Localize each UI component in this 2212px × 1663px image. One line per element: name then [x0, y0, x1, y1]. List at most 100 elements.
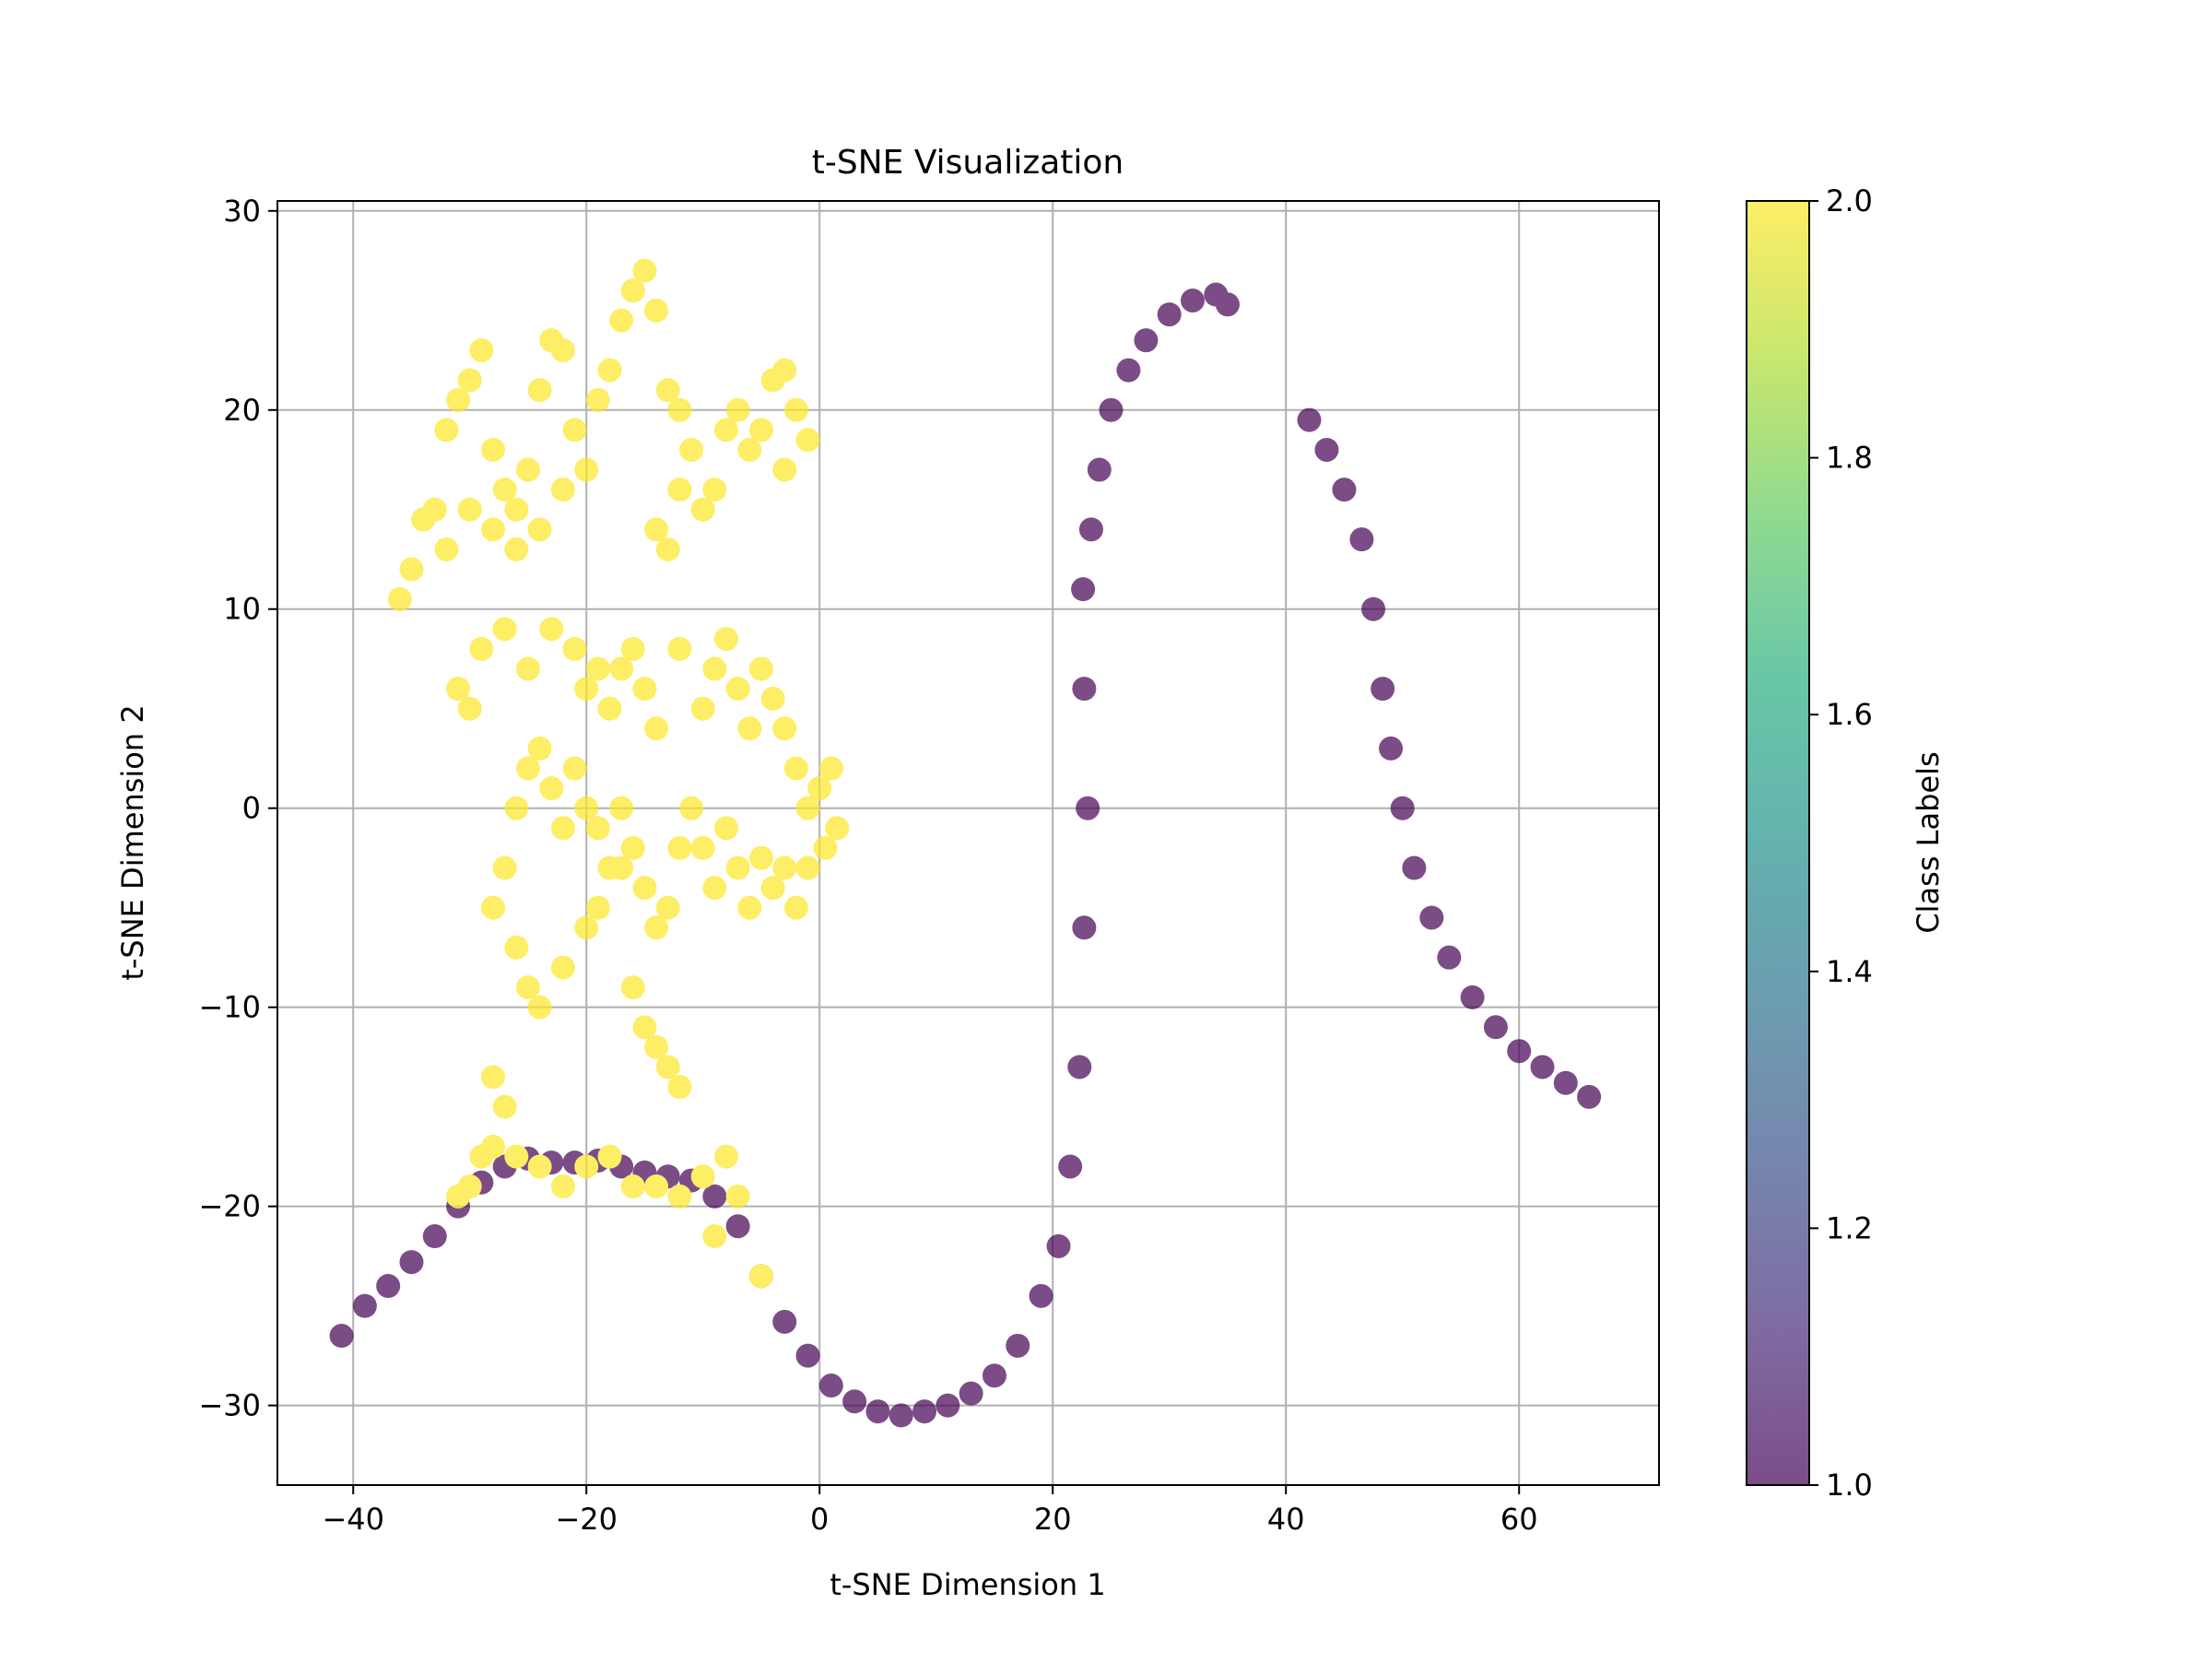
x-tick-label: 20 — [1034, 1502, 1072, 1537]
scatter-point-class-2 — [644, 1034, 669, 1059]
scatter-point-class-1 — [1006, 1333, 1030, 1358]
scatter-point-class-1 — [352, 1293, 377, 1318]
x-tick-label: −20 — [555, 1502, 618, 1537]
scatter-point-class-2 — [492, 617, 517, 642]
scatter-point-class-2 — [492, 1094, 517, 1119]
scatter-point-class-2 — [562, 636, 587, 661]
scatter-point-class-1 — [1078, 517, 1103, 542]
colorbar-tick-label: 1.0 — [1826, 1468, 1873, 1503]
scatter-point-class-1 — [888, 1403, 913, 1428]
scatter-point-class-1 — [1402, 855, 1427, 880]
scatter-point-class-1 — [376, 1274, 401, 1299]
scatter-point-class-1 — [1332, 478, 1357, 502]
scatter-point-class-2 — [690, 497, 715, 522]
scatter-point-class-2 — [632, 258, 657, 283]
scatter-point-class-2 — [772, 457, 797, 482]
scatter-point-class-2 — [457, 497, 482, 522]
scatter-point-class-2 — [550, 1174, 575, 1199]
scatter-point-class-2 — [469, 636, 494, 661]
scatter-point-class-2 — [527, 736, 552, 761]
scatter-point-class-2 — [469, 337, 494, 362]
scatter-point-class-2 — [795, 428, 820, 453]
colorbar-ticks: 1.0 1.2 1.4 1.6 1.8 2.0 — [1809, 183, 1873, 1503]
scatter-point-class-2 — [714, 418, 739, 442]
scatter-point-class-2 — [813, 835, 838, 860]
scatter-point-class-2 — [597, 358, 622, 383]
scatter-point-class-2 — [795, 855, 820, 880]
scatter-point-class-1 — [1181, 288, 1206, 313]
scatter-point-class-2 — [620, 835, 645, 860]
scatter-point-class-2 — [609, 308, 634, 333]
scatter-point-class-2 — [714, 816, 739, 841]
scatter-point-class-1 — [935, 1393, 960, 1418]
scatter-point-class-2 — [585, 895, 610, 920]
scatter-point-class-1 — [1577, 1084, 1602, 1109]
scatter-point-class-2 — [748, 1264, 773, 1289]
scatter-point-class-2 — [632, 876, 657, 901]
scatter-point-class-2 — [655, 1055, 680, 1079]
scatter-point-class-2 — [737, 895, 762, 920]
scatter-point-class-2 — [457, 368, 482, 393]
scatter-point-class-1 — [1072, 677, 1097, 702]
scatter-point-class-1 — [912, 1399, 937, 1424]
scatter-point-class-2 — [481, 517, 506, 542]
scatter-point-class-1 — [1116, 358, 1141, 383]
y-tick-label: −30 — [198, 1388, 261, 1423]
scatter-point-class-1 — [772, 1309, 797, 1334]
y-tick-label: −20 — [198, 1189, 261, 1224]
scatter-point-class-1 — [1437, 945, 1462, 970]
colorbar — [1747, 201, 1809, 1485]
scatter-point-class-1 — [1483, 1015, 1508, 1040]
scatter-point-class-1 — [1379, 736, 1404, 761]
y-tick-label: −10 — [198, 990, 261, 1025]
scatter-points — [329, 258, 1602, 1428]
y-tick-label: 30 — [223, 194, 261, 229]
y-tick-label: 0 — [242, 791, 261, 826]
scatter-point-class-2 — [515, 656, 540, 681]
scatter-point-class-1 — [1099, 397, 1124, 422]
scatter-point-class-2 — [714, 627, 739, 652]
scatter-point-class-2 — [702, 1224, 727, 1249]
scatter-point-class-2 — [620, 975, 645, 1000]
scatter-point-class-2 — [667, 1184, 692, 1209]
scatter-point-class-2 — [620, 1174, 645, 1199]
scatter-point-class-2 — [504, 537, 529, 561]
scatter-point-class-2 — [481, 895, 506, 920]
scatter-point-class-2 — [515, 756, 540, 781]
scatter-point-class-1 — [1507, 1039, 1532, 1064]
scatter-point-class-1 — [725, 1214, 750, 1239]
scatter-point-class-2 — [795, 796, 820, 820]
scatter-point-class-2 — [667, 835, 692, 860]
scatter-point-class-2 — [585, 656, 610, 681]
scatter-point-class-1 — [1046, 1233, 1071, 1258]
scatter-point-class-2 — [644, 298, 669, 323]
x-axis-label: t-SNE Dimension 1 — [830, 1567, 1105, 1602]
scatter-point-class-2 — [481, 437, 506, 462]
y-axis-ticks: −30 −20 −10 0 10 20 30 — [198, 194, 277, 1423]
scatter-point-class-1 — [1157, 302, 1182, 327]
scatter-point-class-2 — [515, 457, 540, 482]
scatter-point-class-2 — [585, 387, 610, 412]
scatter-point-class-1 — [1419, 905, 1444, 930]
scatter-point-class-1 — [1297, 407, 1322, 432]
plot-area-frame — [276, 200, 1660, 1486]
scatter-point-class-2 — [644, 1174, 669, 1199]
x-tick-label: 40 — [1267, 1502, 1305, 1537]
scatter-point-class-2 — [667, 478, 692, 502]
scatter-point-class-2 — [574, 457, 599, 482]
scatter-point-class-1 — [1067, 1055, 1092, 1079]
scatter-point-class-2 — [457, 1174, 482, 1199]
scatter-point-class-2 — [737, 716, 762, 741]
scatter-point-class-2 — [527, 378, 552, 403]
scatter-point-class-2 — [690, 696, 715, 721]
scatter-point-class-2 — [504, 497, 529, 522]
scatter-point-class-2 — [632, 677, 657, 702]
scatter-point-class-1 — [1215, 292, 1240, 317]
scatter-point-class-2 — [655, 895, 680, 920]
scatter-point-class-1 — [842, 1389, 867, 1414]
scatter-point-class-2 — [725, 397, 750, 422]
scatter-point-class-1 — [1349, 527, 1374, 552]
scatter-point-class-2 — [609, 796, 634, 820]
scatter-point-class-2 — [772, 855, 797, 880]
